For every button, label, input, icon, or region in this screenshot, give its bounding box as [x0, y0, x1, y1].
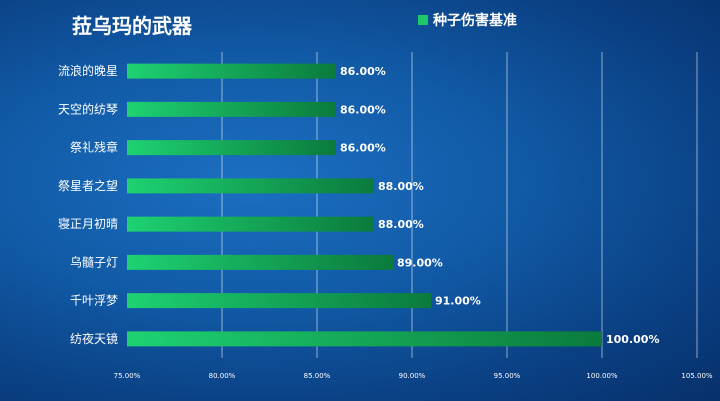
value-label: 100.00%	[606, 333, 659, 346]
bar	[127, 140, 336, 156]
x-tick-labels: 75.00% 80.00% 85.00% 90.00% 95.00% 100.00% 105…	[114, 372, 713, 380]
category-label: 流浪的晚星	[58, 63, 118, 78]
x-tick-label: 80.00%	[209, 372, 236, 380]
value-label: 88.00%	[378, 180, 424, 193]
bar	[127, 293, 431, 309]
bar	[127, 178, 374, 194]
value-label: 89.00%	[397, 256, 443, 269]
bar	[127, 63, 336, 79]
value-label: 91.00%	[435, 295, 481, 308]
x-tick-label: 75.00%	[114, 372, 141, 380]
legend-swatch	[418, 15, 428, 25]
value-labels: 86.00% 86.00% 86.00% 88.00% 88.00% 89.00% 91.0…	[340, 65, 659, 346]
bar	[127, 254, 393, 270]
bars	[127, 63, 602, 347]
category-label: 祭礼残章	[70, 140, 118, 155]
bar	[127, 331, 602, 347]
category-label: 祭星者之望	[58, 179, 118, 193]
x-tick-label: 105.00%	[681, 372, 712, 380]
value-label: 86.00%	[340, 65, 386, 78]
category-label: 千叶浮梦	[70, 294, 118, 308]
chart-title: 菈乌玛的武器	[72, 14, 193, 38]
bar	[127, 101, 336, 117]
category-label: 纺夜天镜	[70, 331, 118, 346]
x-tick-label: 95.00%	[494, 372, 521, 380]
category-label: 乌髓子灯	[70, 254, 118, 269]
grid-lines	[221, 52, 698, 358]
category-label: 天空的纺琴	[58, 101, 118, 116]
x-tick-label: 85.00%	[304, 372, 331, 380]
value-label: 86.00%	[340, 142, 386, 155]
category-label: 寝正月初晴	[58, 216, 118, 231]
legend-label: 种子伤害基准	[432, 12, 517, 29]
bar	[127, 216, 374, 232]
value-label: 86.00%	[340, 103, 386, 116]
value-label: 88.00%	[378, 218, 424, 231]
x-tick-label: 90.00%	[399, 372, 426, 380]
x-tick-label: 100.00%	[586, 372, 617, 380]
